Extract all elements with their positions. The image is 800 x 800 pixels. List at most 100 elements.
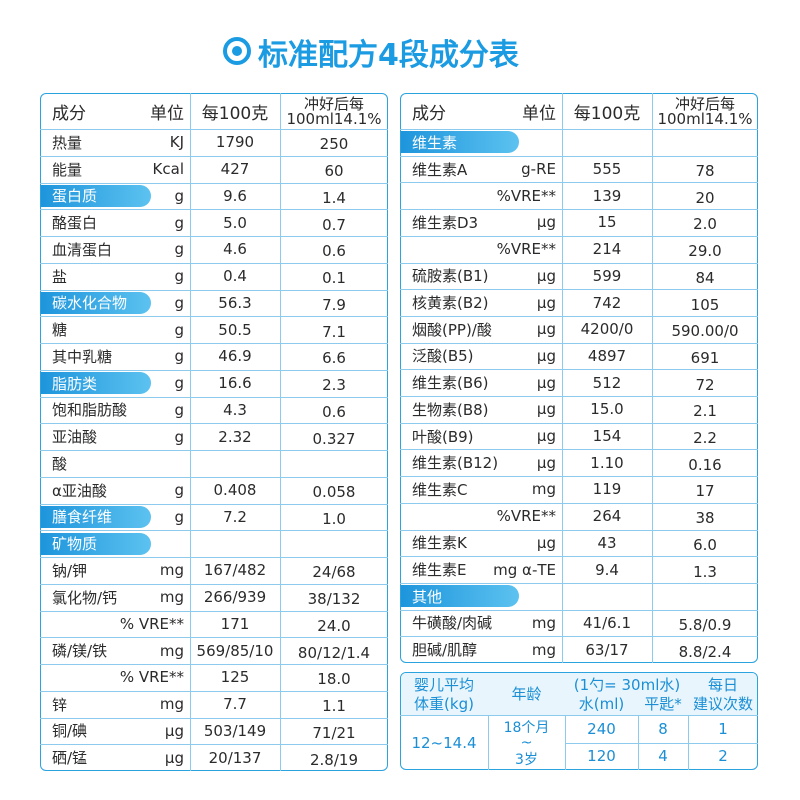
row-line [400,715,758,716]
row-line [400,502,758,504]
row-line [400,582,758,584]
unit: g [174,400,184,419]
unit: mg [531,640,556,659]
row-line [40,690,388,692]
value-per-100g: 0.4 [223,267,247,286]
row-line [40,583,388,585]
unit: %VRE** [496,186,556,205]
value-per-100g: 2.32 [218,427,252,446]
value-per-100g: 427 [220,160,250,179]
value-per-100g: 512 [592,373,622,392]
unit: % VRE** [119,668,184,687]
value-per-100g: 50.5 [218,320,252,339]
age: ~ [520,735,533,751]
value-per-100g: 742 [592,293,622,312]
row-line [40,289,388,291]
nutrient-name: 维生素K [412,534,467,553]
table-frame [40,93,388,771]
row-line [40,182,388,184]
value-per-100g: 119 [592,480,622,499]
unit: %VRE** [496,240,556,259]
row-line [40,476,388,478]
nutrient-name: 胆碱/肌醇 [412,641,478,660]
header-cell: 单位 [522,103,556,124]
col-line [190,93,191,771]
value-per-100ml: 0.6 [322,242,346,261]
row-line [400,556,758,558]
feeding-value: 1 [718,719,728,738]
header-cell: 每100克 [201,103,269,124]
row-line [400,449,758,451]
value-per-100g: 43 [597,533,617,552]
col-line [562,93,563,663]
value-per-100ml: 1.3 [693,562,717,581]
nutrient-name: 血清蛋白 [52,240,113,259]
row-line [565,742,758,744]
nutrient-name: 锌 [52,695,68,714]
row-line [40,369,388,371]
col-line [638,715,639,770]
value-per-100ml: 17 [695,482,715,501]
value-per-100ml: 0.327 [312,429,356,448]
section-name: 膳食纤维 [52,508,113,527]
value-per-100ml: 24.0 [317,616,351,635]
unit: mg [531,613,556,632]
unit: μg [164,721,184,740]
value-per-100g: 4897 [587,346,627,365]
value-per-100ml: 105 [690,295,720,314]
nutrient-name: 钠/钾 [52,561,88,580]
unit: KJ [169,133,184,152]
nutrient-name: 盐 [52,267,68,286]
value-per-100ml: 6.6 [322,349,346,368]
value-per-100g: 56.3 [218,293,252,312]
value-per-100ml: 80/12/1.4 [297,643,371,662]
row-line [40,450,388,451]
nutrient-name: 铜/碘 [52,722,88,741]
unit: mg [531,480,556,499]
value-per-100ml: 0.058 [312,483,356,502]
section-highlight [41,505,151,528]
header-cell: 建议次数 [692,694,753,713]
section-name: 碳水化合物 [52,294,128,313]
nutrient-name: 硫胺素(B1) [412,267,489,286]
value-per-100ml: 60 [324,162,344,181]
nutrient-name: 生物素(B8) [412,400,489,419]
value-per-100g: 266/939 [203,588,267,607]
value-per-100g: 1790 [215,133,255,152]
row-line [400,636,758,638]
unit: mg [159,588,184,607]
section-name: 维生素 [412,133,458,152]
section-highlight [41,532,151,555]
value-per-100g: 4.6 [223,240,247,259]
row-line [40,155,388,157]
value-per-100ml: 1.0 [322,509,346,528]
unit: mg [159,561,184,580]
value-per-100g: 167/482 [203,561,267,580]
row-line [40,129,388,130]
unit: g [174,213,184,232]
value-per-100ml: 250 [319,135,349,154]
nutrient-name: 能量 [52,160,83,179]
unit: g [174,507,184,526]
row-line [40,637,388,639]
row-line [400,422,758,424]
value-per-100ml: 0.16 [688,455,722,474]
value-per-100g: 15.0 [590,400,624,419]
nutrient-name: 牛磺酸/肉碱 [412,614,493,633]
nutrient-name: 维生素A [412,160,468,179]
col-line [280,93,281,771]
row-line [400,262,758,264]
nutrient-name: 维生素D3 [412,213,479,232]
nutrient-name: 硒/锰 [52,749,88,768]
unit: μg [536,427,556,446]
value-per-100ml: 20 [695,188,715,207]
header-cell: 100ml14.1% [657,110,753,128]
nutrient-name: 糖 [52,321,68,340]
header-cell: 成分 [52,103,86,124]
value-per-100ml: 24/68 [312,563,356,582]
title-icon [223,37,251,65]
row-line [40,262,388,264]
row-line [40,209,388,211]
value-per-100g: 139 [592,186,622,205]
section-name: 矿物质 [52,535,98,554]
